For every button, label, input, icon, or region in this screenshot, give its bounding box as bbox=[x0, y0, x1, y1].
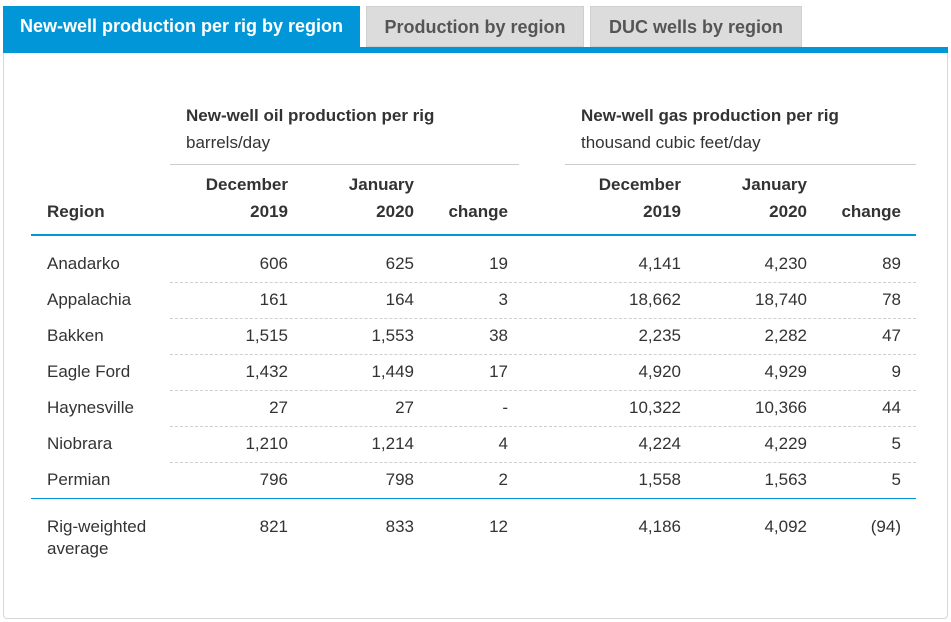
oil-change-cell: 4 bbox=[498, 434, 508, 453]
gas-change-cell: 5 bbox=[891, 470, 901, 489]
oil-dec-cell: 161 bbox=[259, 290, 288, 309]
gas-dec-header-bottom: 2019 bbox=[643, 202, 681, 221]
oil-jan-cell: 27 bbox=[395, 398, 414, 417]
oil-group-underline bbox=[170, 164, 519, 165]
gas-group-unit: thousand cubic feet/day bbox=[581, 133, 761, 152]
row-separator bbox=[170, 354, 916, 355]
region-cell: Appalachia bbox=[47, 290, 132, 309]
region-cell: Niobrara bbox=[47, 434, 113, 453]
summary-gas-dec: 4,186 bbox=[638, 517, 681, 536]
gas-dec-cell: 18,662 bbox=[629, 290, 681, 309]
region-cell: Bakken bbox=[47, 326, 104, 345]
oil-dec-header-bottom: 2019 bbox=[250, 202, 288, 221]
region-cell: Haynesville bbox=[47, 398, 134, 417]
gas-jan-header-bottom: 2020 bbox=[769, 202, 807, 221]
oil-group-unit: barrels/day bbox=[186, 133, 271, 152]
gas-change-cell: 9 bbox=[891, 362, 901, 381]
summary-region-line2: average bbox=[47, 539, 109, 558]
oil-change-cell: 38 bbox=[489, 326, 508, 345]
gas-dec-cell: 4,920 bbox=[638, 362, 681, 381]
header-divider bbox=[31, 234, 916, 236]
row-separator bbox=[170, 426, 916, 427]
oil-dec-cell: 1,210 bbox=[245, 434, 288, 453]
gas-jan-cell: 4,229 bbox=[764, 434, 807, 453]
oil-change-cell: 17 bbox=[489, 362, 508, 381]
oil-dec-header-top: December bbox=[205, 175, 288, 194]
region-cell: Anadarko bbox=[47, 254, 120, 273]
summary-gas-jan: 4,092 bbox=[764, 517, 807, 536]
oil-jan-cell: 798 bbox=[385, 470, 414, 489]
gas-dec-cell: 10,322 bbox=[629, 398, 681, 417]
gas-jan-header-top: January bbox=[741, 175, 807, 194]
oil-jan-cell: 164 bbox=[385, 290, 414, 309]
gas-dec-header-top: December bbox=[598, 175, 681, 194]
row-separator bbox=[170, 282, 916, 283]
summary-region-line1: Rig-weighted bbox=[47, 517, 147, 536]
oil-dec-cell: 27 bbox=[269, 398, 288, 417]
gas-jan-cell: 1,563 bbox=[764, 470, 807, 489]
gas-jan-cell: 18,740 bbox=[755, 290, 807, 309]
oil-dec-cell: 606 bbox=[259, 254, 288, 273]
gas-change-cell: 89 bbox=[882, 254, 901, 273]
gas-dec-cell: 4,224 bbox=[638, 434, 681, 453]
region-cell: Permian bbox=[47, 470, 111, 489]
summary-oil-jan: 833 bbox=[385, 517, 414, 536]
summary-oil-change: 12 bbox=[489, 517, 508, 536]
row-separator bbox=[170, 462, 916, 463]
oil-change-cell: 2 bbox=[498, 470, 508, 489]
oil-change-cell: 3 bbox=[498, 290, 508, 309]
gas-dec-cell: 2,235 bbox=[638, 326, 681, 345]
region-header: Region bbox=[47, 202, 105, 221]
tab-new-well-production[interactable]: New-well production per rig by region bbox=[3, 6, 360, 47]
region-cell: Eagle Ford bbox=[47, 362, 131, 381]
oil-change-header: change bbox=[448, 202, 508, 221]
oil-jan-cell: 1,449 bbox=[371, 362, 414, 381]
row-separator bbox=[170, 318, 916, 319]
gas-jan-cell: 10,366 bbox=[755, 398, 807, 417]
summary-gas-change: (94) bbox=[870, 517, 901, 536]
gas-change-cell: 44 bbox=[882, 398, 901, 417]
gas-jan-cell: 4,929 bbox=[764, 362, 807, 381]
gas-dec-cell: 1,558 bbox=[638, 470, 681, 489]
tab-production-by-region[interactable]: Production by region bbox=[366, 6, 584, 47]
gas-change-cell: 78 bbox=[882, 290, 901, 309]
summary-oil-dec: 821 bbox=[259, 517, 288, 536]
gas-jan-cell: 4,230 bbox=[764, 254, 807, 273]
tab-duc-wells-by-region[interactable]: DUC wells by region bbox=[590, 6, 802, 47]
gas-change-cell: 47 bbox=[882, 326, 901, 345]
gas-dec-cell: 4,141 bbox=[638, 254, 681, 273]
oil-dec-cell: 1,432 bbox=[245, 362, 288, 381]
gas-jan-cell: 2,282 bbox=[764, 326, 807, 345]
gas-group-underline bbox=[565, 164, 916, 165]
gas-group-title: New-well gas production per rig bbox=[581, 106, 839, 125]
tab-bar: New-well production per rig by region Pr… bbox=[0, 0, 951, 52]
oil-jan-cell: 1,553 bbox=[371, 326, 414, 345]
oil-jan-cell: 625 bbox=[385, 254, 414, 273]
tab-accent-bar bbox=[3, 47, 948, 53]
row-separator bbox=[170, 390, 916, 391]
oil-change-cell: 19 bbox=[489, 254, 508, 273]
oil-jan-cell: 1,214 bbox=[371, 434, 414, 453]
table-panel bbox=[3, 53, 948, 619]
oil-dec-cell: 1,515 bbox=[245, 326, 288, 345]
gas-change-cell: 5 bbox=[891, 434, 901, 453]
oil-change-cell: - bbox=[502, 398, 508, 417]
gas-change-header: change bbox=[841, 202, 901, 221]
summary-divider bbox=[31, 498, 916, 499]
oil-dec-cell: 796 bbox=[259, 470, 288, 489]
oil-jan-header-top: January bbox=[348, 175, 414, 194]
oil-jan-header-bottom: 2020 bbox=[376, 202, 414, 221]
oil-group-title: New-well oil production per rig bbox=[186, 106, 435, 125]
